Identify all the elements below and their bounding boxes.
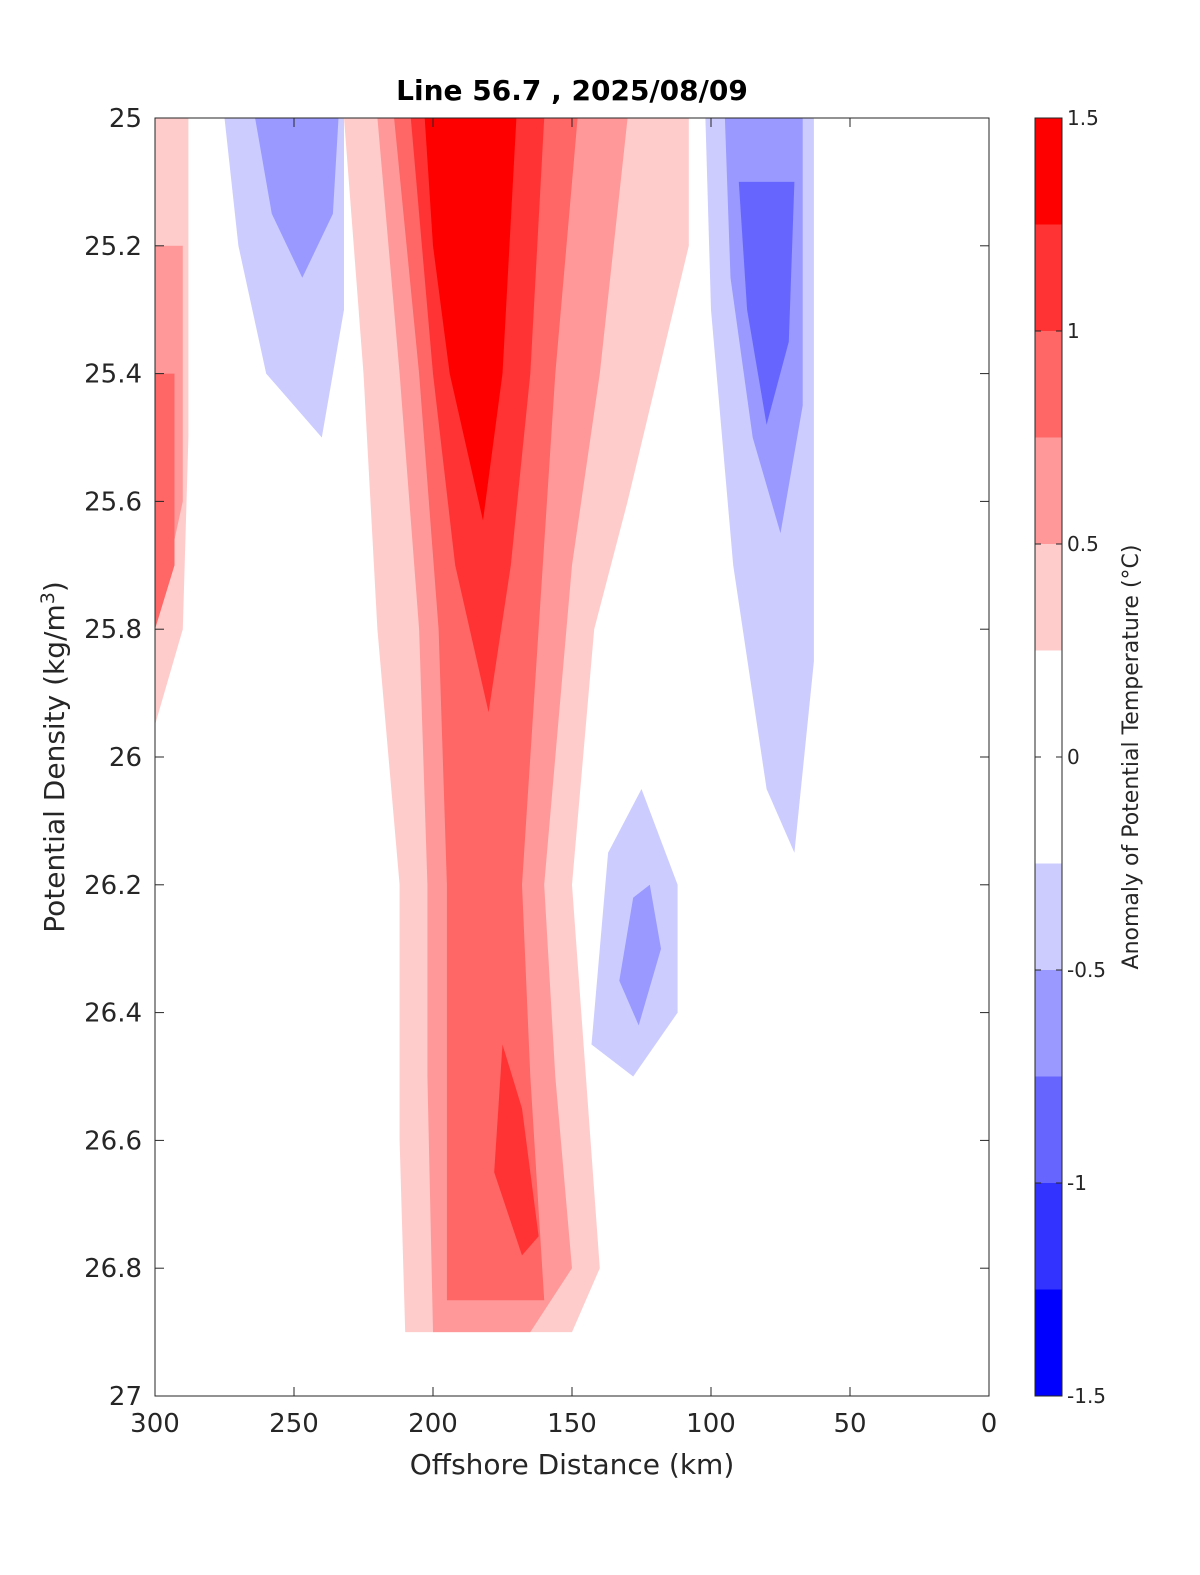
y-tick-label: 27 (109, 1382, 142, 1412)
contour-region-7 (255, 118, 339, 278)
x-axis-title: Offshore Distance (km) (410, 1448, 735, 1481)
contour-region-18 (494, 1044, 539, 1256)
y-tick-label: 26.6 (84, 1126, 142, 1156)
colorbar-tick-label: -1.5 (1067, 1384, 1106, 1408)
colorbar-title: Anomaly of Potential Temperature (°C) (1119, 545, 1144, 970)
colorbar-ticks: 1.5 1 0.5 0 -0.5 -1 -1.5 (1035, 106, 1106, 1408)
y-tick-label: 25.2 (84, 232, 142, 262)
plot-area: 300 250 200 150 100 50 0 2525.225.425.625.8262… (84, 104, 997, 1439)
colorbar-block (1035, 1183, 1062, 1290)
x-tick-label: 200 (408, 1409, 458, 1439)
contour-region-9 (619, 884, 661, 1026)
contour-region-10 (738, 181, 795, 425)
colorbar-block (1035, 437, 1062, 544)
contour-region-1 (160, 1012, 400, 1333)
colorbar-block (1035, 1289, 1062, 1396)
contour-region-19 (424, 118, 517, 521)
contour-regions (155, 118, 823, 1333)
colorbar-tick-label: 0.5 (1067, 532, 1099, 556)
y-axis-title-end: ) (38, 581, 71, 592)
chart-title: Line 56.7 , 2025/08/09 (396, 74, 748, 107)
y-tick-label: 26.2 (84, 871, 142, 901)
y-tick-label: 26.4 (84, 999, 142, 1029)
x-axis: 300 250 200 150 100 50 0 (130, 118, 997, 1439)
y-tick-label: 25 (109, 104, 142, 134)
x-tick-label: 100 (686, 1409, 736, 1439)
x-tick-label: 250 (269, 1409, 319, 1439)
colorbar-block (1035, 331, 1062, 438)
y-axis-title: Potential Density (kg/m3) (37, 581, 71, 933)
x-tick-label: 0 (981, 1409, 998, 1439)
x-tick-label: 50 (833, 1409, 866, 1439)
colorbar-tick-label: 1 (1067, 319, 1080, 343)
y-tick-label: 26.8 (84, 1254, 142, 1284)
x-tick-label: 150 (547, 1409, 597, 1439)
colorbar-tick-label: -0.5 (1067, 958, 1106, 982)
x-tick-label: 300 (130, 1409, 180, 1439)
y-tick-label: 26 (109, 743, 142, 773)
colorbar-block (1035, 544, 1062, 651)
contour-region-16 (155, 373, 175, 630)
colorbar-block (1035, 224, 1062, 331)
y-axis: 25 25.2 25.4 25.6 25.8 26 26.2 26.4 26.6 26.8 27 (84, 104, 989, 1412)
colorbar-tick-label: 1.5 (1067, 106, 1099, 130)
y-tick-label: 25.8 (84, 615, 142, 645)
colorbar-blocks (1035, 118, 1062, 1396)
y-tick-label: 25.6 (84, 487, 142, 517)
y-tick-label: 25.4 (84, 360, 142, 390)
colorbar-block (1035, 118, 1062, 225)
colorbar: 1.5 1 0.5 0 -0.5 -1 -1.5 Anomaly of Potential … (1034, 106, 1144, 1408)
y-axis-title-sup: 3 (37, 592, 59, 604)
colorbar-block (1035, 863, 1062, 970)
y-axis-title-main: Potential Density (kg/m (38, 604, 71, 933)
colorbar-tick-label: 0 (1067, 745, 1080, 769)
colorbar-tick-label: -1 (1067, 1171, 1087, 1195)
colorbar-block (1035, 970, 1062, 1077)
colorbar-block (1035, 1076, 1062, 1183)
